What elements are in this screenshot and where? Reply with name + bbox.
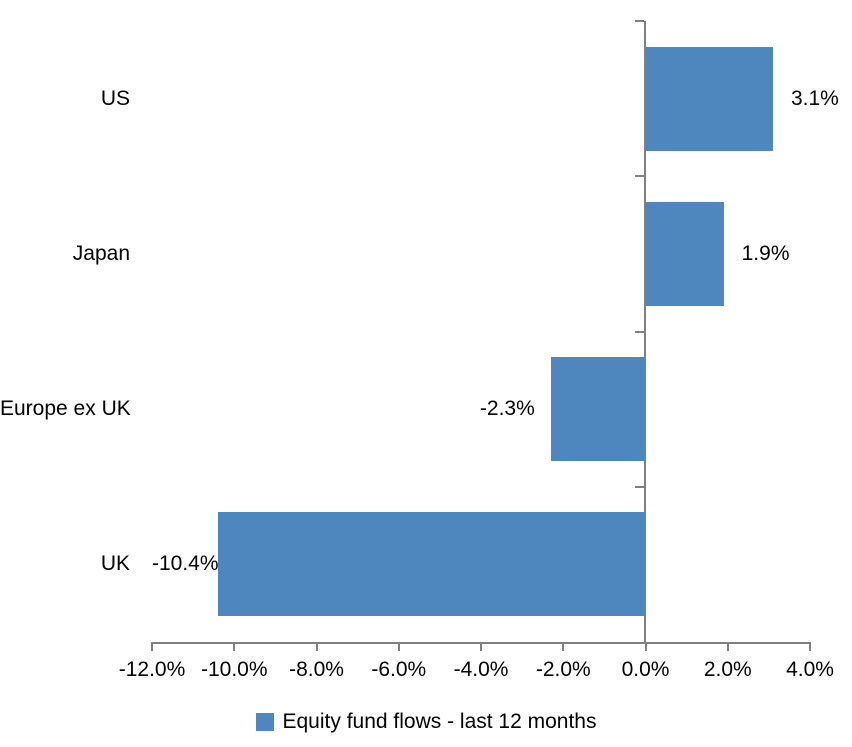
bar	[550, 357, 646, 462]
category-label: UK	[100, 552, 130, 576]
value-tick	[233, 644, 236, 651]
bar	[645, 46, 773, 151]
value-label: 3.1%	[790, 86, 839, 110]
x-tick-label: -6.0%	[371, 658, 427, 681]
bar	[645, 201, 724, 306]
x-tick-label: -8.0%	[289, 658, 344, 681]
value-tick	[151, 644, 153, 651]
value-label: 1.9%	[741, 241, 790, 265]
value-tick	[644, 644, 647, 651]
x-tick-label: -10.0%	[200, 658, 268, 681]
x-tick-label: 4.0%	[786, 658, 834, 681]
value-label: -10.4%	[152, 552, 219, 576]
value-tick	[562, 644, 565, 651]
value-tick	[315, 644, 318, 651]
value-axis-line	[151, 642, 811, 644]
x-tick-label: -4.0%	[453, 658, 509, 681]
legend-swatch-icon	[255, 713, 274, 731]
bar	[217, 512, 646, 617]
x-tick-label: 0.0%	[621, 658, 670, 681]
x-tick-label: -12.0%	[118, 658, 186, 681]
x-tick-label: -2.0%	[535, 658, 591, 681]
category-tick	[634, 175, 644, 178]
category-label: Japan	[72, 241, 130, 265]
category-tick	[634, 330, 644, 333]
category-tick	[634, 20, 644, 22]
category-tick	[634, 485, 644, 488]
legend: Equity fund flows - last 12 months	[0, 704, 852, 740]
value-tick	[480, 644, 482, 651]
x-tick-label: 2.0%	[703, 658, 752, 681]
category-axis-line	[643, 21, 646, 642]
value-label: -2.3%	[479, 397, 535, 421]
value-tick	[726, 644, 729, 651]
value-tick	[397, 644, 400, 651]
value-tick	[809, 644, 811, 651]
legend-label: Equity fund flows - last 12 months	[282, 710, 597, 733]
category-label: Europe ex UK	[0, 397, 131, 421]
category-label: US	[100, 86, 130, 110]
